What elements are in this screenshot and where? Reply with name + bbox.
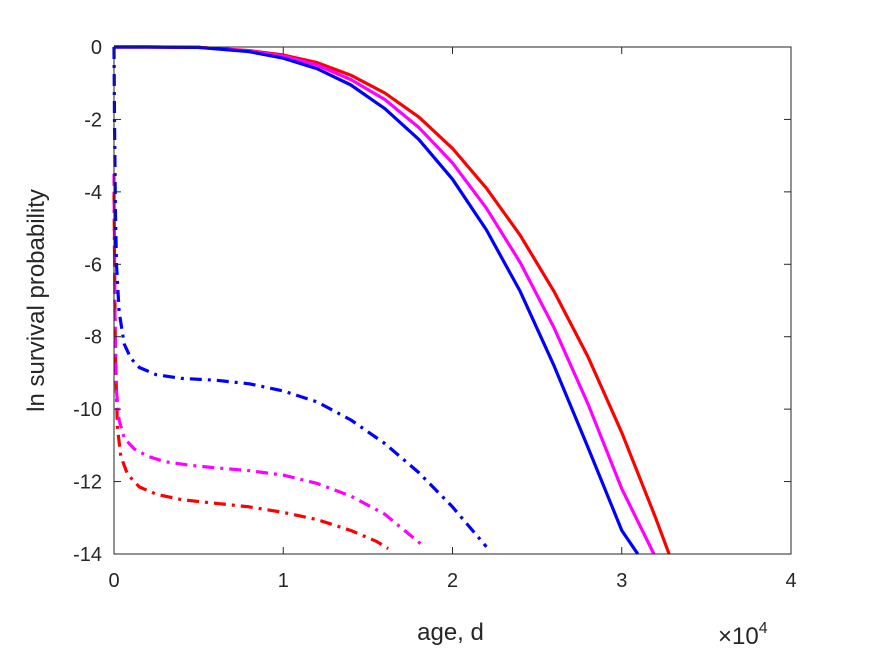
x-axis-exponent: ×104 xyxy=(718,620,768,650)
x-axis-label: age, d xyxy=(417,619,484,646)
series-line-4 xyxy=(112,191,390,550)
y-tick-label: -10 xyxy=(73,399,102,421)
y-tick-label: -6 xyxy=(84,254,102,276)
series-line-3 xyxy=(114,45,640,555)
tick-labels: 0 1 2 3 4 0 -2 -4 -6 -8 -10 -12 -14 xyxy=(73,37,796,592)
x-tick-label: 3 xyxy=(616,570,627,592)
y-tick-label: 0 xyxy=(91,37,102,59)
x-exponent-power: 4 xyxy=(759,620,768,637)
series-line-2 xyxy=(114,45,656,555)
y-tick-label: -12 xyxy=(73,472,102,494)
y-tick-label: -4 xyxy=(84,182,102,204)
x-tick-label: 1 xyxy=(278,570,289,592)
series-line-5 xyxy=(112,173,424,547)
x-tick-label: 4 xyxy=(785,570,796,592)
plot-lines xyxy=(112,45,671,555)
axes-box xyxy=(113,46,792,555)
y-tick-label: -14 xyxy=(73,544,102,566)
y-tick-label: -8 xyxy=(84,327,102,349)
y-axis-label: ln survival probability xyxy=(23,189,50,412)
series-line-6 xyxy=(112,46,488,548)
y-tick-label: -2 xyxy=(84,109,102,131)
series-line-1 xyxy=(114,45,671,555)
x-exponent-base: ×10 xyxy=(718,623,759,650)
x-tick-label: 2 xyxy=(447,570,458,592)
tick-marks xyxy=(113,46,792,555)
x-tick-label: 0 xyxy=(108,570,119,592)
